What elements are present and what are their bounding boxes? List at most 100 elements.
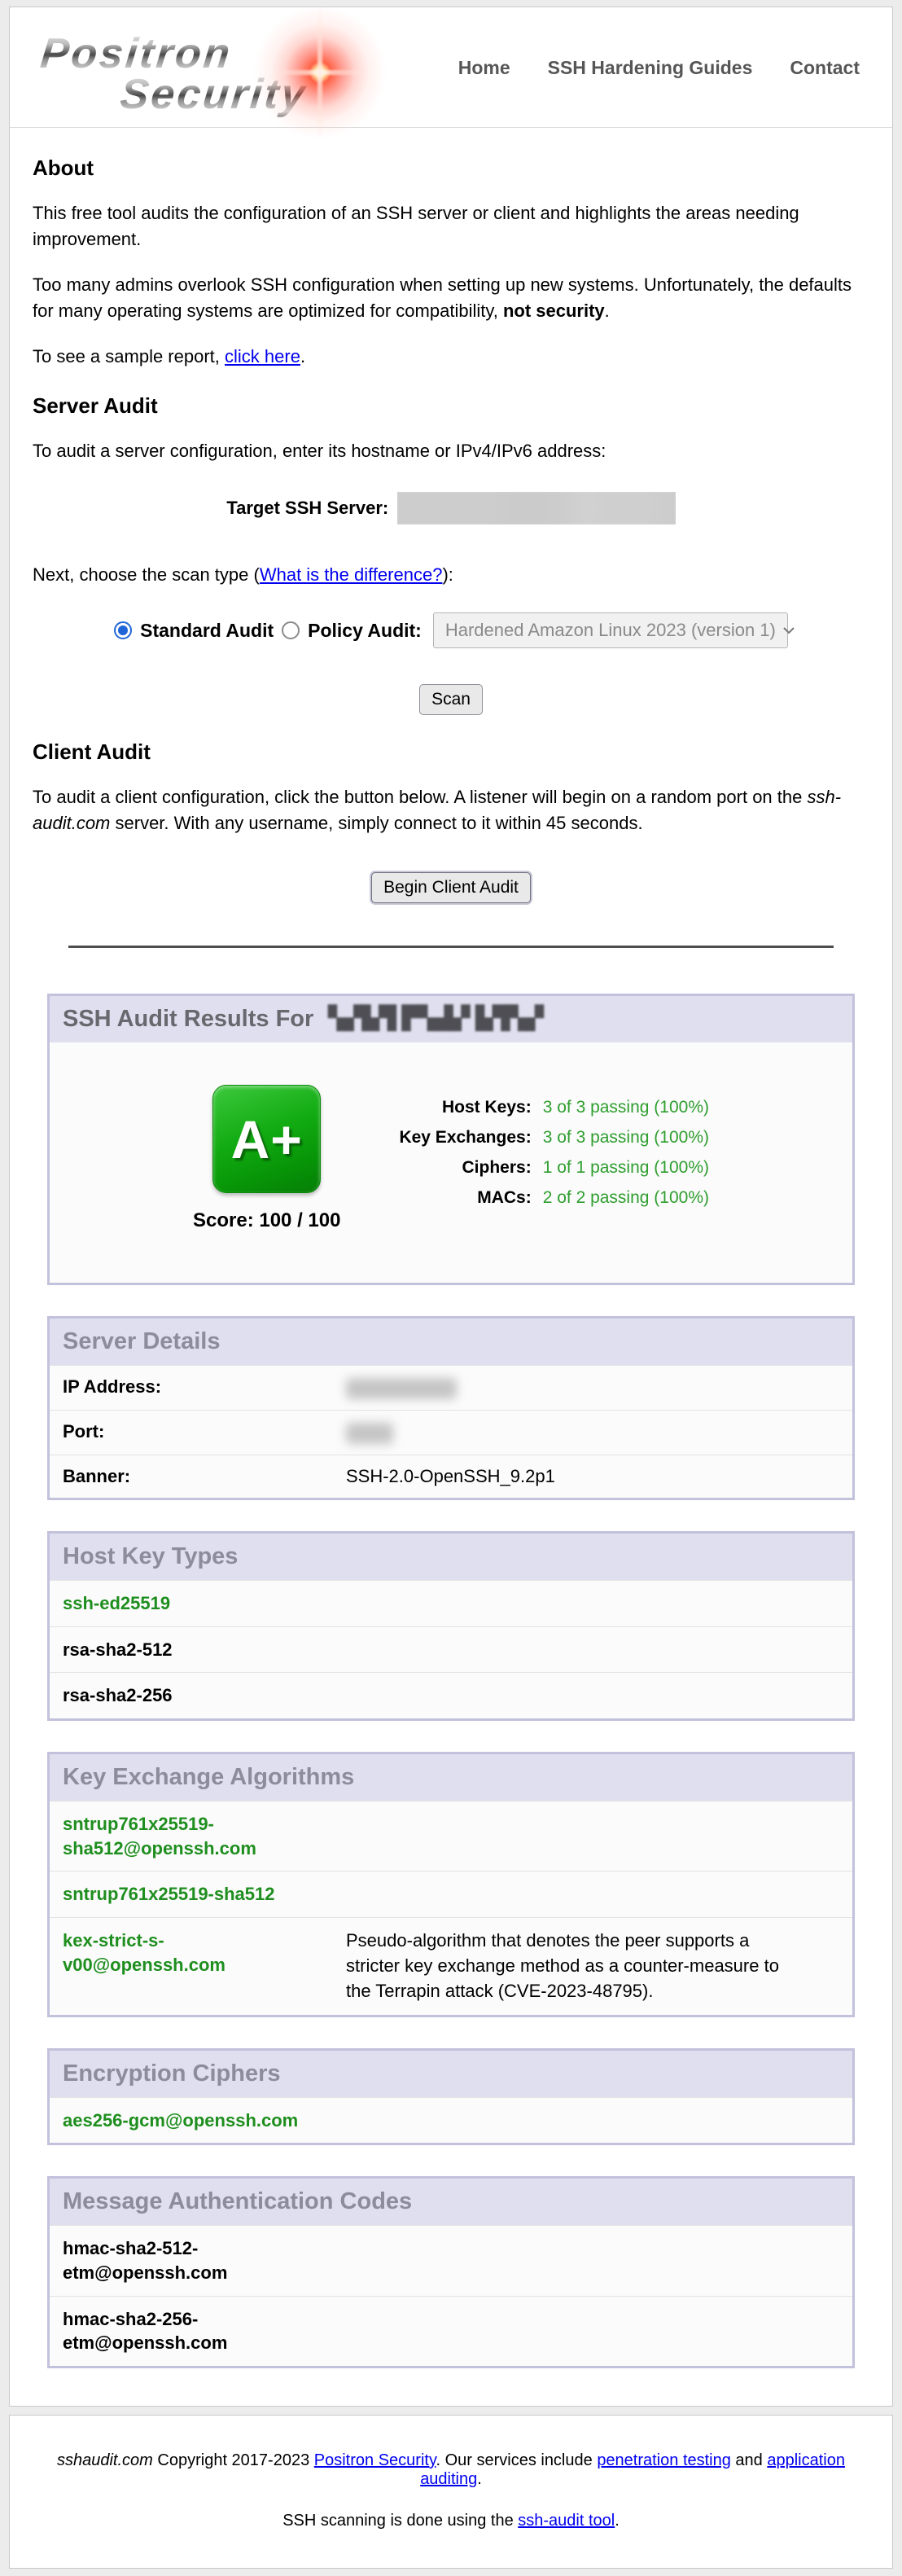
server-details-panel: Server Details IP Address: Port: Banner:…: [47, 1316, 855, 1501]
key-exchange-panel: Key Exchange Algorithms sntrup761x25519-…: [47, 1752, 855, 2017]
target-server-row: Target SSH Server:: [33, 492, 869, 525]
banner-label: Banner:: [63, 1466, 131, 1487]
results-title: SSH Audit Results For: [63, 1006, 314, 1033]
footer-line-1: sshaudit.com Copyright 2017-2023 Positro…: [26, 2451, 876, 2489]
standard-audit-radio[interactable]: [114, 621, 133, 640]
banner-value: SSH-2.0-OpenSSH_9.2p1: [346, 1466, 555, 1487]
cipher-name: aes256-gcm@openssh.com: [63, 2109, 299, 2131]
standard-audit-label: Standard Audit: [140, 619, 274, 641]
encryption-ciphers-header: Encryption Ciphers: [50, 2050, 852, 2097]
encryption-ciphers-panel: Encryption Ciphers aes256-gcm@openssh.co…: [47, 2047, 855, 2146]
list-item: kex-strict-s-v00@openssh.com Pseudo-algo…: [50, 1917, 852, 2015]
scan-type-text-end: ):: [442, 564, 453, 586]
kex-note: [346, 1882, 802, 1907]
site-header: Positron Security Home SSH Hardening Gui…: [10, 2, 892, 142]
policy-select-value: Hardened Amazon Linux 2023 (version 1): [444, 620, 776, 641]
server-details-header: Server Details: [50, 1319, 852, 1366]
macs-panel: Message Authentication Codes hmac-sha2-5…: [47, 2176, 855, 2368]
mac-name: hmac-sha2-256-etm@openssh.com: [63, 2308, 228, 2354]
nav-home[interactable]: Home: [458, 57, 510, 78]
stat-value-macs: 2 of 2 passing (100%): [542, 1188, 709, 1208]
server-audit-intro: To audit a server configuration, enter i…: [33, 441, 606, 462]
footer-positron-security-link[interactable]: Positron Security: [313, 2451, 436, 2469]
scan-button[interactable]: Scan: [419, 684, 483, 716]
client-audit-text-end: server. With any username, simply connec…: [110, 813, 643, 834]
footer-services-text: . Our services include: [436, 2451, 598, 2469]
chevron-down-icon: [783, 627, 795, 634]
port-redacted-value: [346, 1423, 393, 1445]
about-heading: About: [33, 156, 94, 180]
table-row: IP Address:: [50, 1365, 852, 1411]
results-body: A+ Score: 100 / 100 Host Keys: 3 of 3 pa…: [50, 1042, 852, 1283]
macs-header: Message Authentication Codes: [50, 2179, 852, 2226]
sample-report-period: .: [300, 345, 306, 366]
scan-type-difference-link[interactable]: What is the difference?: [259, 564, 443, 586]
stat-label-ciphers: Ciphers:: [462, 1158, 532, 1178]
target-server-input[interactable]: [396, 492, 676, 525]
ip-address-redacted-value: [346, 1378, 457, 1400]
table-row: Banner: SSH-2.0-OpenSSH_9.2p1: [50, 1455, 852, 1499]
kex-note: Pseudo-algorithm that denotes the peer s…: [346, 1930, 779, 2001]
port-label: Port:: [63, 1421, 105, 1442]
footer-penetration-testing-link[interactable]: penetration testing: [597, 2451, 731, 2469]
begin-client-audit-button[interactable]: Begin Client Audit: [371, 872, 531, 904]
main-content-card: Positron Security Home SSH Hardening Gui…: [9, 2, 893, 2407]
list-item: hmac-sha2-512-etm@openssh.com: [50, 2225, 852, 2296]
scan-type-line: Next, choose the scan type (What is the …: [33, 562, 869, 588]
footer-and-text: and: [730, 2451, 768, 2469]
grade-badge: A+: [212, 1085, 322, 1194]
list-item: ssh-ed25519: [50, 1580, 852, 1626]
list-item: aes256-gcm@openssh.com: [50, 2096, 852, 2144]
list-item: sntrup761x25519-sha512: [50, 1871, 852, 1918]
kex-note: [346, 1812, 802, 1860]
top-nav: Home SSH Hardening Guides Contact: [458, 57, 860, 79]
host-key-name: ssh-ed25519: [63, 1593, 171, 1614]
sample-report-link[interactable]: click here: [225, 345, 300, 366]
client-audit-button-row: Begin Client Audit: [33, 872, 869, 904]
list-item: sntrup761x25519-sha512@openssh.com: [50, 1801, 852, 1872]
main-area: About This free tool audits the configur…: [10, 128, 892, 2406]
server-audit-heading: Server Audit: [33, 393, 158, 419]
client-audit-heading: Client Audit: [33, 739, 151, 765]
scan-type-text: Next, choose the scan type (: [33, 564, 260, 586]
client-audit-paragraph: To audit a client configuration, click t…: [33, 784, 869, 836]
list-item: rsa-sha2-512: [50, 1626, 852, 1673]
sample-report-text: To see a sample report,: [33, 345, 226, 366]
grade-letter: A+: [230, 1108, 303, 1170]
table-row: Port:: [50, 1410, 852, 1455]
host-key-types-header: Host Key Types: [50, 1534, 852, 1581]
about-p2-period: .: [604, 300, 610, 321]
kex-name: sntrup761x25519-sha512: [63, 1884, 275, 1905]
nav-ssh-hardening-guides[interactable]: SSH Hardening Guides: [547, 57, 753, 78]
about-paragraph-2: Too many admins overlook SSH configurati…: [33, 272, 869, 324]
results-panel-header: SSH Audit Results For ▚▞▙▜ ▛▚▟▞ ▙▜▚▞: [50, 996, 852, 1043]
stat-value-key-exchanges: 3 of 3 passing (100%): [542, 1128, 709, 1148]
footer-scanning-text: SSH scanning is done using the: [282, 2511, 519, 2530]
about-paragraph-3: To see a sample report, click here.: [33, 344, 869, 370]
footer-domain: sshaudit.com: [57, 2451, 153, 2469]
footer: sshaudit.com Copyright 2017-2023 Positro…: [9, 2414, 893, 2569]
footer-ssh-audit-tool-link[interactable]: ssh-audit tool: [518, 2511, 615, 2530]
kex-name: sntrup761x25519-sha512@openssh.com: [63, 1814, 256, 1858]
section-divider: [68, 946, 834, 949]
grade-column: A+ Score: 100 / 100: [193, 1085, 340, 1232]
nav-contact[interactable]: Contact: [790, 57, 860, 78]
kex-name: kex-strict-s-v00@openssh.com: [63, 1930, 226, 1975]
host-key-name: rsa-sha2-512: [63, 1639, 173, 1660]
key-exchange-header: Key Exchange Algorithms: [50, 1754, 852, 1801]
ssh-audit-results-panel: SSH Audit Results For ▚▞▙▜ ▛▚▟▞ ▙▜▚▞ A+ …: [47, 994, 855, 1286]
client-audit-domain: ssh-audit.com: [33, 787, 842, 834]
results-stats: Host Keys: 3 of 3 passing (100%) Key Exc…: [399, 1085, 709, 1232]
stat-value-host-keys: 3 of 3 passing (100%): [542, 1098, 709, 1117]
client-audit-text: To audit a client configuration, click t…: [33, 787, 808, 808]
policy-audit-radio[interactable]: [282, 621, 300, 640]
scan-button-row: Scan: [33, 684, 869, 716]
stat-value-ciphers: 1 of 1 passing (100%): [542, 1158, 709, 1178]
positron-security-logo[interactable]: Positron Security: [33, 2, 456, 142]
stat-label-host-keys: Host Keys:: [442, 1098, 532, 1117]
about-p2-text: Too many admins overlook SSH configurati…: [33, 274, 852, 321]
about-paragraph-1: This free tool audits the configuration …: [33, 203, 799, 249]
stat-label-key-exchanges: Key Exchanges:: [399, 1128, 532, 1148]
policy-audit-label: Policy Audit:: [308, 619, 422, 641]
policy-select[interactable]: Hardened Amazon Linux 2023 (version 1): [432, 612, 795, 649]
